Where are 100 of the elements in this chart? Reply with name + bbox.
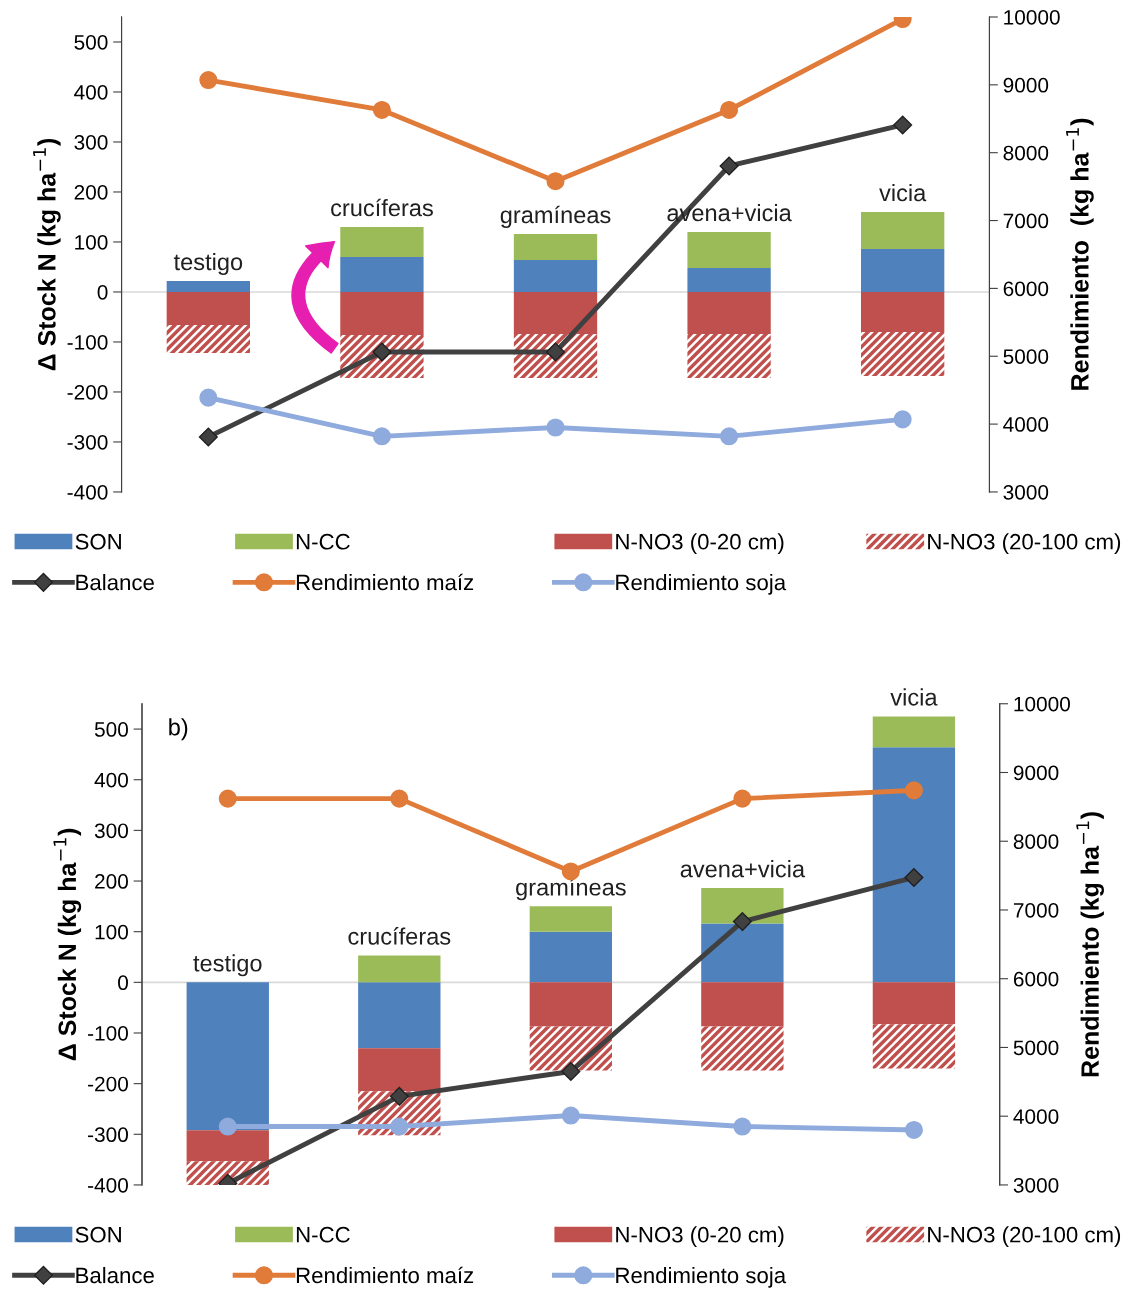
point [390, 789, 409, 808]
y-tick-label: 200 [95, 874, 128, 889]
y-tick-label: 100 [95, 924, 128, 940]
point [893, 115, 913, 135]
point [199, 71, 218, 90]
y2-tick-label: 9000 [1013, 765, 1059, 781]
y-tick-label: -200 [88, 1076, 128, 1092]
y2-tick-label: 6000 [1003, 281, 1049, 297]
y-tick-label: -400 [88, 1177, 128, 1193]
point [904, 781, 923, 800]
y2-tick-label: 10000 [1004, 9, 1060, 25]
legend-label: N-NO3 (20-100 cm) [928, 1226, 1121, 1247]
y2-tick-label: 7000 [1013, 902, 1059, 918]
point [372, 342, 392, 362]
bar [701, 982, 784, 1027]
bar [513, 259, 598, 292]
bar [687, 267, 771, 292]
bar [186, 982, 269, 1131]
point [904, 867, 924, 888]
bar [529, 982, 613, 1027]
y-tick-label: -400 [67, 484, 108, 500]
bar [186, 1130, 269, 1162]
x-tick-label: gramíneas [500, 205, 611, 228]
point [719, 156, 739, 176]
bar [861, 211, 945, 249]
bar [687, 291, 771, 334]
legend-label: N-CC [296, 533, 350, 550]
bar [513, 233, 598, 260]
bar [701, 1026, 784, 1071]
legend-label: N-NO3 (20-100 cm) [928, 533, 1121, 554]
point [198, 427, 218, 447]
legend-label: Rendimiento soja [616, 1266, 787, 1288]
bar [166, 324, 250, 353]
y-tick-label: 500 [94, 722, 128, 737]
bar [166, 280, 250, 292]
point [733, 1117, 752, 1136]
x-tick-label: gramíneas [516, 877, 626, 901]
bar [872, 1024, 956, 1069]
y-tick-label: 300 [94, 823, 128, 839]
annotation: b) [169, 718, 188, 741]
point [199, 388, 218, 407]
legend-label: SON [75, 533, 121, 550]
point [218, 1117, 237, 1136]
bar [358, 1048, 441, 1092]
y2-tick-label: 8000 [1003, 145, 1049, 161]
y2-tick-label: 10000 [1014, 696, 1070, 712]
point [390, 1117, 409, 1136]
y-tick-label: 100 [75, 234, 108, 250]
point [720, 100, 739, 119]
bar [529, 1026, 613, 1071]
legend-label: Rendimiento maíz [296, 573, 474, 591]
y2-tick-label: 7000 [1003, 213, 1049, 229]
x-tick-label: crucíferas [348, 927, 451, 945]
y-tick-label: 500 [74, 34, 108, 50]
bar [872, 747, 956, 983]
point [720, 427, 739, 446]
legend-label: SON [75, 1226, 121, 1243]
point [561, 1106, 580, 1125]
y2-tick-label: 8000 [1013, 834, 1059, 849]
bar [529, 906, 613, 932]
y-tick-label: 300 [74, 134, 108, 150]
point [372, 427, 391, 446]
point [372, 100, 391, 119]
point [546, 172, 565, 191]
point [904, 1120, 923, 1139]
point [545, 342, 566, 362]
point [561, 1061, 581, 1082]
x-tick-label: testigo [173, 252, 243, 275]
legend-label: Balance [76, 1266, 154, 1284]
legend-label: N-CC [296, 1226, 350, 1243]
y-tick-label: 400 [74, 84, 108, 100]
bar [529, 931, 613, 983]
bar [513, 291, 598, 334]
bar [166, 291, 250, 325]
legend-label: Rendimiento soja [616, 573, 787, 595]
point [546, 418, 565, 437]
bar [358, 955, 441, 983]
bar [687, 333, 771, 378]
x-tick-label: testigo [193, 954, 262, 977]
bar [861, 291, 945, 332]
bar [861, 248, 945, 292]
point [893, 410, 912, 429]
bar [861, 331, 945, 376]
y2-tick-label: 4000 [1003, 417, 1049, 432]
bar [340, 256, 424, 292]
point [218, 789, 237, 808]
y2-tick-label: 5000 [1013, 1040, 1059, 1056]
legend-label: N-NO3 (0-20 cm) [616, 1226, 784, 1247]
y2-tick-label: 3000 [1003, 484, 1049, 500]
legend-label: Rendimiento maíz [296, 1266, 474, 1284]
y-axis-title: Δ Stock N (kg ha$^{−1}$) [53, 828, 82, 1061]
y-tick-label: 0 [118, 975, 128, 991]
bar [701, 923, 784, 983]
bar [687, 231, 771, 268]
y-tick-label: 200 [74, 184, 108, 200]
legend-label: Balance [76, 573, 154, 591]
point [733, 789, 752, 808]
y-tick-label: 400 [94, 772, 128, 788]
legend-label: N-NO3 (0-20 cm) [616, 533, 784, 554]
bar [340, 226, 424, 257]
